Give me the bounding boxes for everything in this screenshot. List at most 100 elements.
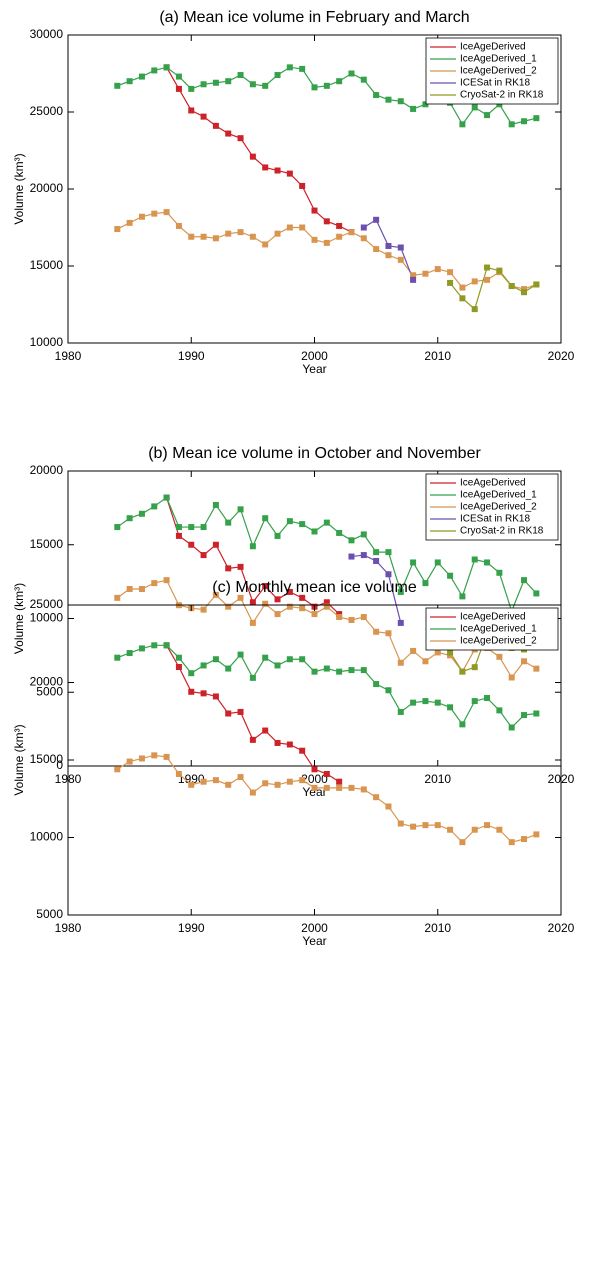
data-point <box>360 614 367 621</box>
data-point <box>262 82 269 89</box>
data-point <box>447 826 454 833</box>
data-point <box>323 603 330 610</box>
data-point <box>175 85 182 92</box>
data-point <box>533 281 540 288</box>
data-point <box>471 278 478 285</box>
data-point <box>126 758 133 765</box>
data-point <box>311 611 318 618</box>
data-point <box>237 651 244 658</box>
data-point <box>410 559 417 566</box>
data-point <box>373 216 380 223</box>
data-point <box>323 239 330 246</box>
series-line <box>166 645 340 783</box>
data-point <box>521 712 528 719</box>
data-point <box>397 588 404 595</box>
data-point <box>422 822 429 829</box>
data-point <box>212 79 219 86</box>
data-point <box>262 727 269 734</box>
data-point <box>138 586 145 592</box>
data-point <box>311 84 318 91</box>
data-point <box>163 209 170 216</box>
data-point <box>484 559 491 566</box>
data-point <box>533 665 540 672</box>
data-point <box>471 698 478 705</box>
data-point <box>286 170 293 177</box>
data-point <box>336 222 343 229</box>
data-point <box>188 107 195 114</box>
x-axis-label: Year <box>302 934 326 948</box>
data-point <box>397 98 404 105</box>
data-point <box>471 104 478 111</box>
data-point <box>262 515 269 522</box>
data-point <box>422 270 429 277</box>
data-point <box>323 599 330 606</box>
data-point <box>249 81 256 88</box>
data-point <box>533 115 540 122</box>
data-point <box>373 681 380 688</box>
data-point <box>151 752 158 759</box>
data-point <box>397 708 404 715</box>
data-point <box>496 267 503 274</box>
data-point <box>114 654 121 661</box>
data-point <box>237 506 244 513</box>
data-point <box>323 665 330 672</box>
data-point <box>114 226 121 233</box>
data-point <box>299 594 306 601</box>
data-point <box>373 628 380 635</box>
data-point <box>151 210 158 217</box>
data-point <box>496 569 503 576</box>
x-tick-label: 2000 <box>301 921 328 935</box>
data-point <box>360 552 367 559</box>
data-point <box>237 774 244 781</box>
data-point <box>188 233 195 240</box>
data-point <box>274 596 281 603</box>
data-point <box>459 284 466 291</box>
data-point <box>237 72 244 79</box>
data-point <box>336 233 343 240</box>
data-point <box>397 244 404 251</box>
x-axis-label: Year <box>302 785 326 799</box>
data-point <box>373 92 380 99</box>
data-point <box>385 630 392 637</box>
legend-label: IceAgeDerived_2 <box>460 66 537 77</box>
data-point <box>323 218 330 225</box>
data-point <box>521 286 528 293</box>
data-point <box>225 603 232 610</box>
data-point <box>397 256 404 263</box>
data-point <box>410 105 417 112</box>
data-point <box>471 556 478 563</box>
chart-title: (a) Mean ice volume in February and Marc… <box>159 9 469 26</box>
data-point <box>373 246 380 253</box>
data-point <box>299 224 306 231</box>
data-point <box>200 690 207 697</box>
data-point <box>348 784 355 791</box>
legend-label: IceAgeDerived_1 <box>460 54 537 65</box>
legend-label: ICESat in RK18 <box>460 514 530 525</box>
data-point <box>299 605 306 612</box>
data-point <box>151 503 158 510</box>
legend-label: IceAgeDerived_1 <box>460 490 537 501</box>
data-point <box>175 654 182 661</box>
y-axis-label: Volume (km³) <box>12 153 26 224</box>
data-point <box>286 741 293 748</box>
data-point <box>151 67 158 74</box>
data-point <box>237 135 244 142</box>
data-point <box>360 224 367 231</box>
y-tick-label: 5000 <box>36 907 63 921</box>
data-point <box>385 687 392 694</box>
data-point <box>299 182 306 189</box>
data-point <box>299 521 306 528</box>
data-point <box>200 524 207 531</box>
data-point <box>459 839 466 846</box>
data-point <box>348 537 355 544</box>
legend-label: IceAgeDerived <box>460 478 526 489</box>
data-point <box>434 266 441 273</box>
data-point <box>496 707 503 714</box>
series-line <box>166 67 352 233</box>
data-point <box>126 650 133 657</box>
data-point <box>360 667 367 674</box>
data-point <box>422 580 429 587</box>
data-point <box>126 586 133 592</box>
x-tick-label: 1990 <box>178 921 205 935</box>
data-point <box>299 747 306 754</box>
